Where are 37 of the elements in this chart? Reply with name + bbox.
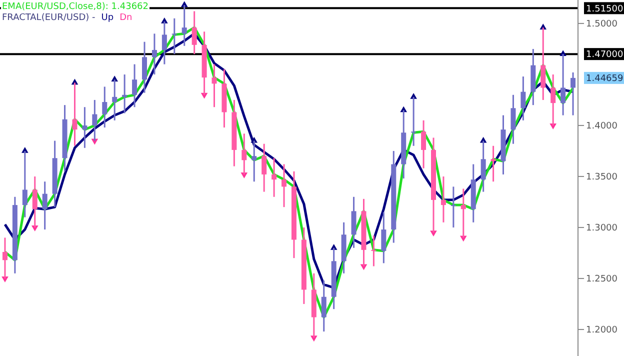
legend-title: FRACTAL(EUR/USD) - [2, 13, 96, 23]
candlestick [102, 86, 108, 128]
y-tick-label: 1.2500 [586, 274, 618, 285]
candlestick [152, 32, 157, 76]
candlestick [371, 234, 376, 267]
candlestick [490, 145, 496, 182]
candlestick [351, 196, 356, 249]
candlestick [510, 94, 516, 145]
y-tick-label: 1.2000 [586, 326, 618, 336]
candlestick [450, 186, 456, 228]
candlestick [42, 180, 48, 230]
text: 1.44659 [586, 74, 624, 84]
y-tick-label: 1.3500 [586, 172, 618, 183]
candlestick [82, 106, 88, 149]
candlestick [282, 163, 287, 208]
candlestick [262, 143, 267, 193]
candlestick [272, 157, 277, 198]
candlestick [122, 74, 128, 114]
candlestick [570, 72, 576, 116]
text: EMA(EUR/USD,Close,8): 1.43662 [2, 2, 148, 12]
candlestick [192, 10, 197, 55]
candlestick [381, 211, 386, 264]
candlestick [421, 120, 426, 170]
text: Dn [120, 13, 132, 23]
candlestick [321, 280, 326, 332]
candlestick [520, 76, 526, 122]
candlestick [142, 41, 147, 94]
candlestick [172, 18, 177, 55]
candlestick [440, 176, 446, 224]
candlestick [212, 64, 217, 108]
y-tick-label: 1.5000 [586, 20, 618, 30]
y-tick-label: 1.4000 [586, 122, 618, 132]
ref-line-label: 1.51500 [586, 4, 624, 14]
text: Up [101, 13, 114, 23]
ref-line-label: 1.47000 [586, 50, 624, 60]
candlestick [132, 64, 138, 108]
y-tick-label: 1.3000 [586, 224, 618, 234]
